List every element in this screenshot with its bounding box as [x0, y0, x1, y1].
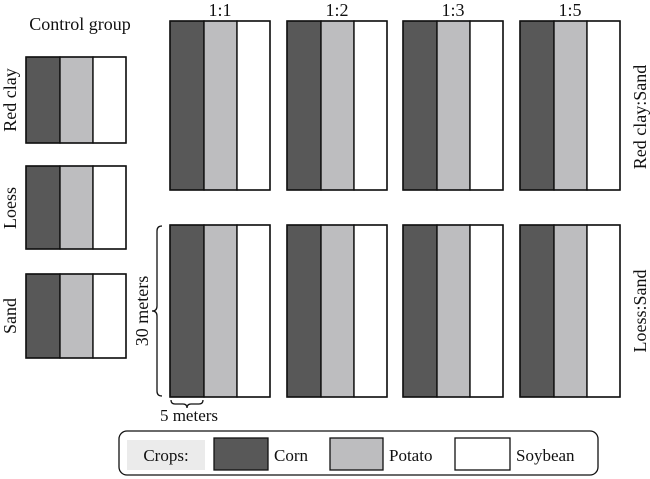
plot-frame — [402, 224, 504, 398]
width-dimension-label: 5 meters — [160, 406, 218, 425]
corn-strip — [169, 20, 205, 191]
soybean-strip — [236, 224, 271, 398]
potato-strip — [553, 224, 588, 398]
potato-strip — [203, 20, 238, 191]
soybean-strip — [586, 20, 621, 191]
plot-redclay-sand-1-3 — [402, 20, 504, 191]
corn-strip — [286, 224, 322, 398]
potato-strip — [320, 224, 355, 398]
control-plot-red-clay — [25, 56, 127, 144]
control-group-title: Control group — [29, 14, 131, 34]
legend-label-corn: Corn — [274, 446, 309, 465]
potato-strip — [203, 224, 238, 398]
corn-strip — [25, 56, 61, 144]
corn-strip — [402, 224, 438, 398]
plot-frame — [286, 20, 388, 191]
legend-label-potato: Potato — [389, 446, 432, 465]
legend: Crops: Corn Potato Soybean — [118, 430, 599, 476]
potato-strip — [436, 20, 471, 191]
soybean-strip — [469, 224, 504, 398]
ratio-label-1-2: 1:2 — [325, 0, 348, 20]
control-plot-loess — [25, 165, 127, 250]
plot-frame — [169, 224, 271, 398]
plot-frame — [25, 273, 127, 359]
corn-strip — [519, 20, 555, 191]
potato-strip — [553, 20, 588, 191]
legend-label-soybean: Soybean — [516, 446, 575, 465]
corn-strip — [25, 165, 61, 250]
height-brace — [151, 225, 163, 397]
potato-strip — [436, 224, 471, 398]
height-dimension-label: 30 meters — [132, 276, 152, 346]
plot-frame — [25, 56, 127, 144]
ratio-label-1-5: 1:5 — [558, 0, 581, 20]
soybean-strip — [469, 20, 504, 191]
plot-frame — [25, 165, 127, 250]
plot-frame — [519, 20, 621, 191]
soybean-strip — [236, 20, 271, 191]
ratio-label-1-1: 1:1 — [208, 0, 231, 20]
potato-strip — [320, 20, 355, 191]
corn-strip — [402, 20, 438, 191]
plot-redclay-sand-1-2 — [286, 20, 388, 191]
legend-title-background — [127, 440, 205, 470]
plot-frame — [286, 224, 388, 398]
plot-frame — [519, 224, 621, 398]
corn-strip — [519, 224, 555, 398]
plot-redclay-sand-1-5 — [519, 20, 621, 191]
control-plot-sand — [25, 273, 127, 359]
plot-loess-sand-1-2 — [286, 224, 388, 398]
plot-loess-sand-1-3 — [402, 224, 504, 398]
soil-label-sand: Sand — [0, 298, 20, 334]
corn-strip — [169, 224, 205, 398]
potato-strip — [59, 56, 94, 144]
soybean-strip — [92, 165, 127, 250]
plot-frame — [402, 20, 504, 191]
soil-label-loess: Loess — [0, 187, 20, 229]
plot-loess-sand-1-1 — [169, 224, 271, 398]
soybean-strip — [92, 273, 127, 359]
soybean-strip — [353, 20, 388, 191]
potato-strip — [59, 165, 94, 250]
soybean-strip — [92, 56, 127, 144]
plot-redclay-sand-1-1 — [169, 20, 271, 191]
soybean-strip — [353, 224, 388, 398]
soybean-strip — [586, 224, 621, 398]
soil-label-red-clay: Red clay — [0, 68, 20, 131]
plot-frame — [169, 20, 271, 191]
legend-swatch-potato — [329, 437, 384, 471]
potato-strip — [59, 273, 94, 359]
legend-swatch-corn — [213, 437, 269, 471]
row-label-loess-sand: Loess:Sand — [630, 270, 650, 353]
legend-swatch-soybean — [454, 437, 511, 471]
row-label-redclay-sand: Red clay:Sand — [630, 65, 650, 169]
width-brace — [170, 399, 204, 409]
corn-strip — [25, 273, 61, 359]
ratio-label-1-3: 1:3 — [441, 0, 464, 20]
corn-strip — [286, 20, 322, 191]
legend-title: Crops: — [143, 446, 188, 465]
plot-loess-sand-1-5 — [519, 224, 621, 398]
